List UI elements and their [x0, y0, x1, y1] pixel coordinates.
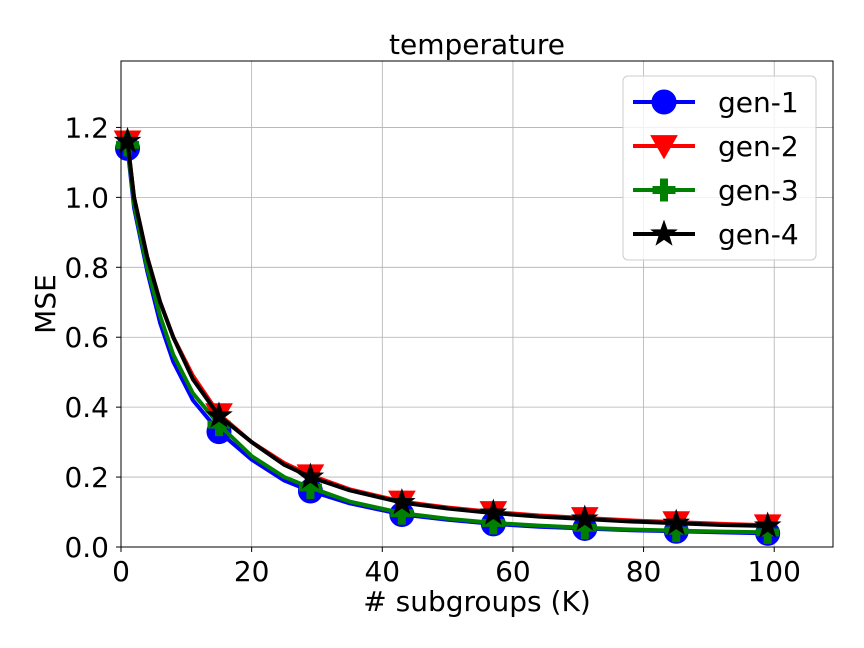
legend-entry-gen-1: gen-1: [633, 86, 799, 119]
series-group: [113, 126, 782, 546]
gen-4-marker: [570, 504, 599, 531]
x-tick-label: 40: [364, 555, 400, 588]
gen-3-line: [125, 144, 768, 535]
legend: gen-1 gen-2 gen-3 gen-4: [622, 75, 817, 261]
y-tick-label: 0.6: [64, 321, 109, 354]
legend-gen-4-marker: [650, 219, 678, 246]
legend-box: [622, 75, 817, 261]
gen-4-line: [125, 141, 768, 529]
legend-entry-gen-4: gen-4: [633, 218, 799, 251]
gen-4-marker: [113, 126, 142, 154]
x-tick-label: 60: [495, 555, 531, 588]
legend-label: gen-4: [718, 218, 799, 251]
legend-entry-gen-2: gen-2: [633, 130, 799, 163]
chart-title: temperature: [389, 28, 565, 61]
x-tick-label: 100: [747, 555, 800, 588]
gen-4-marker: [479, 498, 508, 525]
plot-area-frame: [120, 60, 834, 548]
gen-4-marker: [296, 462, 325, 489]
x-tick-label: 80: [626, 555, 662, 588]
y-axis-label: MSE: [29, 274, 62, 334]
gen-4-marker: [753, 511, 782, 538]
legend-label: gen-2: [718, 130, 799, 163]
legend-entry-gen-3: gen-3: [633, 174, 799, 207]
gen-4-marker: [388, 488, 416, 515]
gen-4-marker: [205, 401, 233, 428]
legend-gen-2-marker: [650, 135, 678, 160]
x-axis-label: # subgroups (K): [363, 585, 591, 618]
x-axis: 0 20 40 60 80 100: [112, 547, 801, 588]
gen-4-marker: [662, 508, 691, 535]
y-tick-label: 0.0: [64, 531, 109, 564]
x-tick-label: 20: [234, 555, 270, 588]
x-tick-label: 0: [112, 555, 130, 588]
legend-label: gen-3: [718, 174, 799, 207]
y-tick-label: 0.4: [64, 391, 109, 424]
legend-gen-3-marker: [652, 178, 676, 202]
y-tick-label: 0.2: [64, 461, 109, 494]
legend-label: gen-1: [718, 86, 799, 119]
y-tick-label: 1.2: [64, 111, 109, 144]
legend-gen-1-marker: [651, 89, 677, 115]
y-tick-label: 1.0: [64, 181, 109, 214]
series-gen-4: [113, 126, 782, 538]
y-tick-label: 0.8: [64, 251, 109, 284]
grid: [120, 61, 833, 548]
y-axis: 0.0 0.2 0.4 0.6 0.8 1.0 1.2: [64, 111, 121, 564]
